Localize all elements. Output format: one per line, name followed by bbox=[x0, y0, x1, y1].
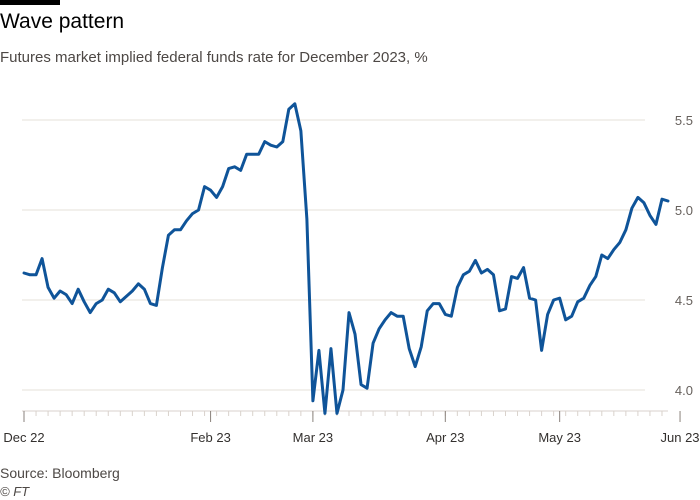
x-tick-label: Dec 22 bbox=[3, 430, 44, 445]
x-tick-label: Jun 23 bbox=[661, 430, 700, 445]
copyright-credit: © FT bbox=[0, 484, 30, 499]
x-tick-label: Apr 23 bbox=[426, 430, 464, 445]
line-chart: 4.0 4.5 5.0 5.5 Dec 22 Feb 23 Mar 23 Apr 23 May … bbox=[3, 102, 700, 445]
x-tick-label: Feb 23 bbox=[190, 430, 230, 445]
y-tick-label: 5.0 bbox=[675, 203, 693, 218]
y-tick-label: 4.5 bbox=[675, 293, 693, 308]
x-tick-label: May 23 bbox=[538, 430, 581, 445]
chart-title: Wave pattern bbox=[0, 10, 125, 33]
rate-series-line bbox=[22, 102, 670, 415]
chart-subtitle: Futures market implied federal funds rat… bbox=[0, 49, 428, 66]
y-tick-label: 4.0 bbox=[675, 383, 693, 398]
brand-bar bbox=[0, 0, 60, 5]
x-tick-label: Mar 23 bbox=[293, 430, 333, 445]
y-tick-label: 5.5 bbox=[675, 113, 693, 128]
source-note: Source: Bloomberg bbox=[0, 465, 120, 481]
